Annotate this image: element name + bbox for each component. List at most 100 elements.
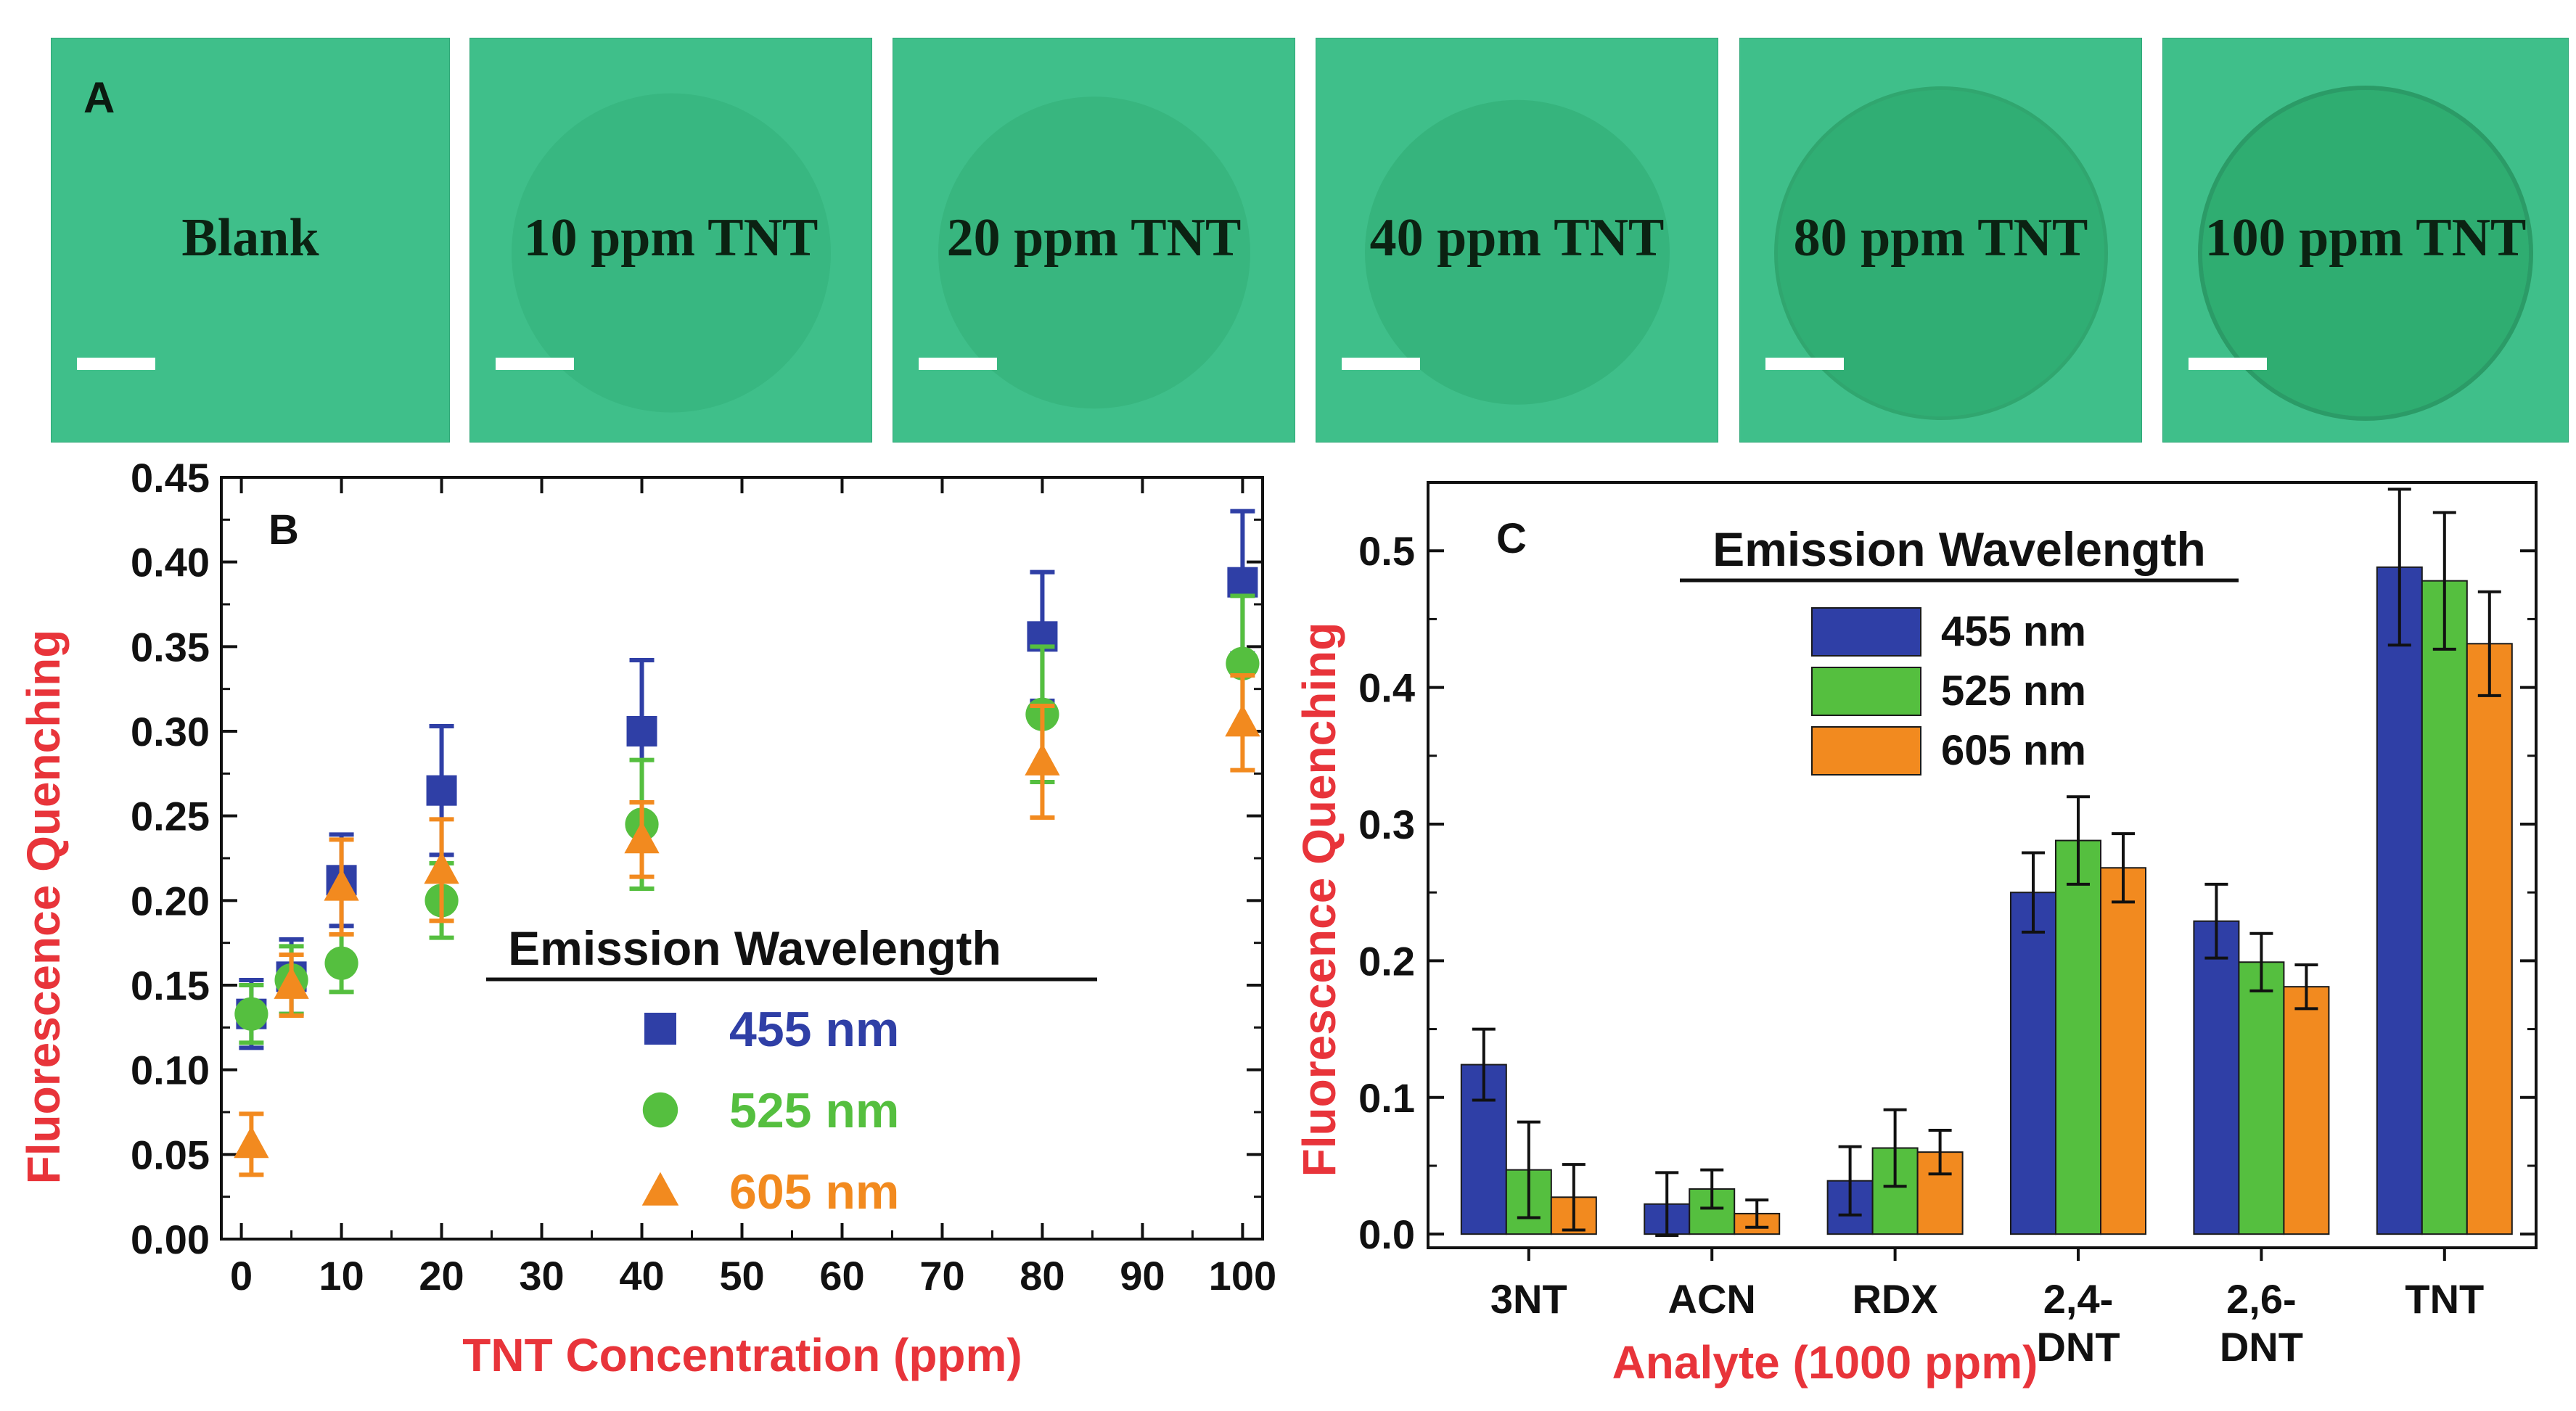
- chart-c-legend-label: 455 nm: [1941, 608, 2086, 655]
- chart-b-y-tick-label: 0.25: [131, 794, 210, 839]
- chart-c-bar: [2055, 839, 2102, 1235]
- chart-b-y-tick-label: 0.05: [131, 1132, 210, 1177]
- chart-b-point: [1025, 743, 1060, 776]
- chart-c-bar: [2010, 892, 2057, 1235]
- tile-label: 100 ppm TNT: [2204, 208, 2527, 268]
- tile-label: 80 ppm TNT: [1793, 208, 2088, 268]
- chart-b-legend-label: 525 nm: [729, 1083, 899, 1138]
- chart-b-point: [424, 852, 459, 884]
- chart-c-plot-frame: [1427, 481, 2538, 1249]
- chart-b-legend-items: 455 nm 525 nm 605 nm: [641, 1002, 899, 1219]
- chart-c-legend: Emission Wavelength 455 nm 525 nm 605 nm: [1680, 522, 2239, 776]
- chart-c-y-tick-label: 0.4: [1358, 665, 1415, 711]
- chart-b-y-axis-label: Fluorescence Quenching: [17, 630, 70, 1185]
- chart-b-x-tick-label: 80: [1020, 1253, 1065, 1299]
- chart-c-y-tick-label: 0.2: [1358, 938, 1415, 984]
- chart-c-bar: [2466, 643, 2513, 1235]
- chart-b-y-tick-label: 0.20: [131, 878, 210, 923]
- chart-c-x-tick-label: ACN: [1668, 1276, 1756, 1322]
- tile-100ppm: 100 ppm TNT: [2162, 38, 2569, 443]
- panel-letter-c: C: [1496, 515, 1527, 562]
- chart-b-point: [1226, 646, 1260, 680]
- panel-letter-b: B: [268, 506, 299, 554]
- chart-b-point: [1227, 567, 1258, 598]
- chart-c-bar: [2193, 920, 2240, 1235]
- chart-b-y-tick-label: 0.15: [131, 963, 210, 1008]
- chart-c-marks: [1460, 488, 2513, 1238]
- chart-b-x-tick-label: 0: [230, 1253, 253, 1299]
- chart-b-x-tick-label: 30: [519, 1253, 564, 1299]
- chart-b-x-tick-label: 90: [1120, 1253, 1165, 1299]
- chart-b-legend-marker: [644, 1013, 676, 1045]
- chart-c-y-tick-label: 0.5: [1358, 528, 1415, 574]
- scale-bar: [1765, 358, 1844, 370]
- tile-spot: [1364, 99, 1670, 405]
- chart-b-point: [274, 966, 309, 999]
- chart-b-point: [324, 868, 359, 901]
- scale-bar: [919, 358, 997, 370]
- chart-c-legend-title: Emission Wavelength: [1712, 522, 2206, 576]
- scale-bar: [2189, 358, 2267, 370]
- chart-c-y-tick-label: 0.3: [1358, 802, 1415, 847]
- scale-bar: [496, 358, 574, 370]
- chart-b-x-tick-label: 20: [419, 1253, 464, 1299]
- scale-bar: [77, 358, 155, 370]
- tile-spot: [938, 96, 1250, 409]
- chart-c-legend-swatch: [1811, 726, 1921, 776]
- chart-c-bar: [2376, 566, 2423, 1235]
- chart-b-x-tick-label: 60: [819, 1253, 864, 1299]
- chart-b-legend-label: 605 nm: [729, 1164, 899, 1219]
- chart-c-x-tick-label: RDX: [1852, 1276, 1937, 1322]
- chart-b-y-tick-label: 0.40: [131, 540, 210, 585]
- tile-10ppm: 10 ppm TNT: [469, 38, 872, 443]
- chart-b-point: [234, 1126, 269, 1159]
- chart-c-x-tick-label: DNT: [2036, 1324, 2120, 1370]
- chart-b-axes: 0 10 20 30 40 50 60 70 80 90 100 0.00 0.05 0.10 0.15 0.…: [131, 455, 1276, 1299]
- chart-c-bar: [2283, 986, 2330, 1235]
- panel-letter-a: A: [83, 73, 115, 122]
- chart-c-y-tick-label: 0.0: [1358, 1212, 1415, 1257]
- chart-c-x-tick-label: 2,6-: [2226, 1276, 2297, 1322]
- tile-blank: Blank: [51, 38, 450, 443]
- chart-c-x-axis-label: Analyte (1000 ppm): [1612, 1336, 2038, 1389]
- chart-c-y-tick-label: 0.1: [1358, 1075, 1415, 1121]
- chart-c-legend-swatch: [1811, 607, 1921, 657]
- chart-b-y-tick-label: 0.00: [131, 1217, 210, 1262]
- panel-a: Blank 10 ppm TNT 20 ppm TNT 40 ppm TNT 8…: [0, 0, 2576, 450]
- chart-c-legend-items: 455 nm 525 nm 605 nm: [1811, 607, 2086, 776]
- chart-b-x-axis-label: TNT Concentration (ppm): [462, 1329, 1022, 1381]
- chart-c-x-tick-label: DNT: [2220, 1324, 2303, 1370]
- chart-b-y-tick-label: 0.30: [131, 709, 210, 754]
- scale-bar: [1342, 358, 1420, 370]
- chart-b-x-tick-label: 40: [619, 1253, 664, 1299]
- chart-b-point: [324, 946, 358, 980]
- chart-b-fluorescence-vs-concentration: 0 10 20 30 40 50 60 70 80 90 100 0.00 0.05 0.10 0.15 0.…: [17, 455, 1276, 1381]
- chart-b-x-tick-label: 50: [719, 1253, 764, 1299]
- chart-b-point: [234, 997, 268, 1031]
- chart-c-x-tick-label: TNT: [2405, 1276, 2484, 1322]
- chart-c-y-axis-label: Fluorescence Quenching: [1293, 622, 1345, 1177]
- chart-b-x-tick-label: 100: [1209, 1253, 1276, 1299]
- chart-c-bar: [2100, 867, 2147, 1235]
- chart-b-legend-marker: [641, 1172, 679, 1206]
- chart-b-x-tick-label: 10: [319, 1253, 364, 1299]
- chart-b-y-tick-label: 0.45: [131, 455, 210, 501]
- tile-40ppm: 40 ppm TNT: [1316, 38, 1718, 443]
- tile-20ppm: 20 ppm TNT: [893, 38, 1295, 443]
- tile-80ppm: 80 ppm TNT: [1739, 38, 2142, 443]
- chart-b-legend-marker: [642, 1092, 678, 1128]
- chart-b-marks: [234, 509, 1260, 1177]
- chart-b-point: [426, 775, 457, 806]
- chart-b-legend-title: Emission Wavelength: [508, 921, 1001, 975]
- chart-c-bar: [2238, 961, 2285, 1235]
- chart-b-legend: Emission Wavelength 455 nm 525 nm 605 nm: [486, 921, 1097, 1219]
- chart-b-point: [624, 821, 660, 854]
- tile-label: 10 ppm TNT: [523, 208, 819, 268]
- chart-b-legend-label: 455 nm: [729, 1002, 899, 1057]
- chart-b-y-tick-label: 0.10: [131, 1048, 210, 1093]
- chart-c-x-tick-label: 3NT: [1490, 1276, 1567, 1322]
- tile-label: 20 ppm TNT: [946, 208, 1242, 268]
- tile-label: Blank: [181, 208, 319, 268]
